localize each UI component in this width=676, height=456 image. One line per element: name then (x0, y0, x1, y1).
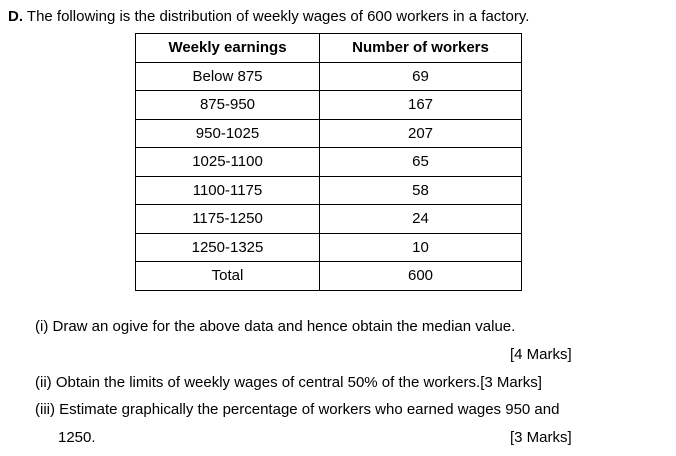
earnings-cell: Total (135, 261, 320, 291)
workers-cell: 167 (319, 90, 522, 120)
question-text: (ii) Obtain the limits of weekly wages o… (35, 374, 481, 391)
table-row: 1100-1175 58 (135, 175, 522, 205)
wage-table: Weekly earnings Number of workers Below … (135, 33, 522, 291)
workers-cell: 24 (319, 204, 522, 234)
table-row: 875-950 167 (135, 90, 522, 120)
marks: [3 Marks] (510, 429, 572, 446)
marks: [3 Marks] (480, 374, 542, 391)
question-i: (i) Draw an ogive for the above data and… (35, 318, 516, 335)
workers-cell: 10 (319, 232, 522, 262)
header-row: Weekly earnings Number of workers (135, 33, 522, 63)
table-row: 1175-1250 24 (135, 204, 522, 234)
table-row: 1250-1325 10 (135, 232, 522, 262)
earnings-cell: 1025-1100 (135, 147, 320, 177)
column-header: Number of workers (319, 33, 522, 63)
marks: [4 Marks] (510, 346, 572, 363)
workers-cell: 69 (319, 61, 522, 91)
earnings-cell: 1100-1175 (135, 175, 320, 205)
question-text: The following is the distribution of wee… (26, 8, 530, 25)
table-row: Below 875 69 (135, 61, 522, 91)
workers-cell: 600 (319, 261, 522, 291)
workers-cell: 65 (319, 147, 522, 177)
question-ii: (ii) Obtain the limits of weekly wages o… (35, 374, 542, 392)
question-iii-continued: 1250. (58, 429, 96, 446)
column-header: Weekly earnings (135, 33, 320, 63)
question-iii: (iii) Estimate graphically the percentag… (35, 401, 560, 418)
earnings-cell: 950-1025 (135, 118, 320, 148)
table-body: Weekly earnings Number of workers Below … (135, 33, 522, 291)
earnings-cell: 1250-1325 (135, 232, 320, 262)
table-row: 950-1025 207 (135, 118, 522, 148)
earnings-cell: Below 875 (135, 61, 320, 91)
earnings-cell: 875-950 (135, 90, 320, 120)
intro: D. The following is the distribution of … (8, 8, 529, 26)
table-row: Total 600 (135, 261, 522, 291)
workers-cell: 58 (319, 175, 522, 205)
table-row: 1025-1100 65 (135, 147, 522, 177)
question-label: D. (8, 8, 23, 25)
earnings-cell: 1175-1250 (135, 204, 320, 234)
workers-cell: 207 (319, 118, 522, 148)
